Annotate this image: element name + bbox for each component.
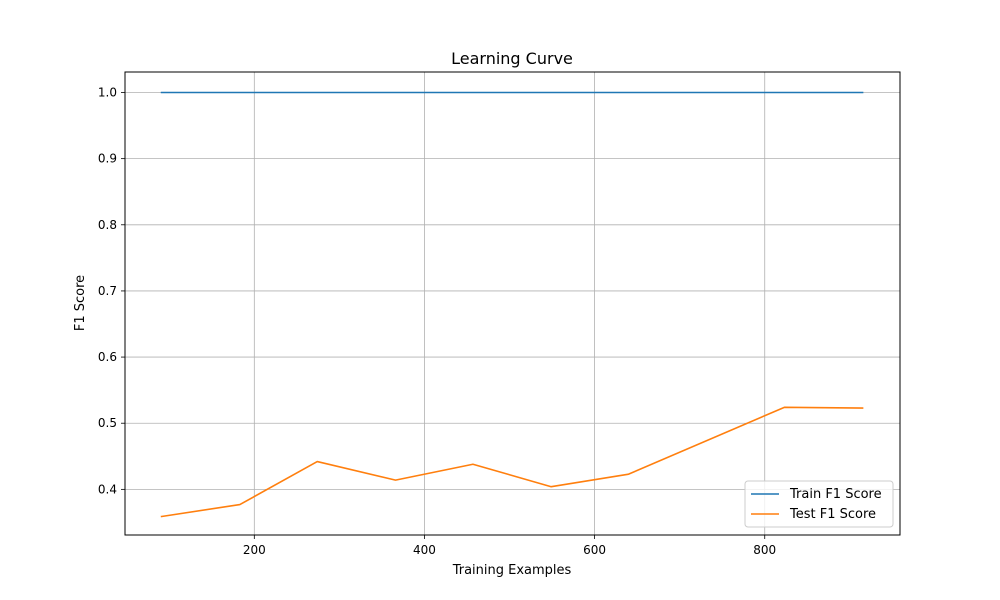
x-tick-label: 400 — [413, 543, 436, 557]
plot-frame — [124, 71, 901, 536]
y-tick-label: 0.5 — [98, 416, 117, 430]
series-layer — [160, 91, 864, 518]
x-tick-label: 200 — [243, 543, 266, 557]
x-axis-label: Training Examples — [452, 563, 572, 578]
y-tick-label: 0.4 — [98, 482, 117, 496]
y-tick-label: 0.6 — [98, 350, 117, 364]
legend: Train F1 Score Test F1 Score — [744, 480, 894, 528]
test-f1-score-line — [160, 406, 864, 518]
ticks: 200 400 600 800 0.4 0.5 0.6 0.7 0.8 0.9 1.0 — [98, 86, 776, 557]
y-tick-label: 0.8 — [98, 218, 117, 232]
legend-label-train: Train F1 Score — [789, 487, 882, 502]
y-tick-label: 0.9 — [98, 152, 117, 166]
x-tick-label: 600 — [583, 543, 606, 557]
legend-label-test: Test F1 Score — [789, 507, 876, 522]
y-tick-label: 1.0 — [98, 86, 117, 100]
legend-box — [744, 480, 894, 528]
y-axis-label: F1 Score — [73, 275, 88, 331]
x-tick-label: 800 — [753, 543, 776, 557]
y-tick-label: 0.7 — [98, 284, 117, 298]
chart-title: Learning Curve — [451, 49, 573, 68]
